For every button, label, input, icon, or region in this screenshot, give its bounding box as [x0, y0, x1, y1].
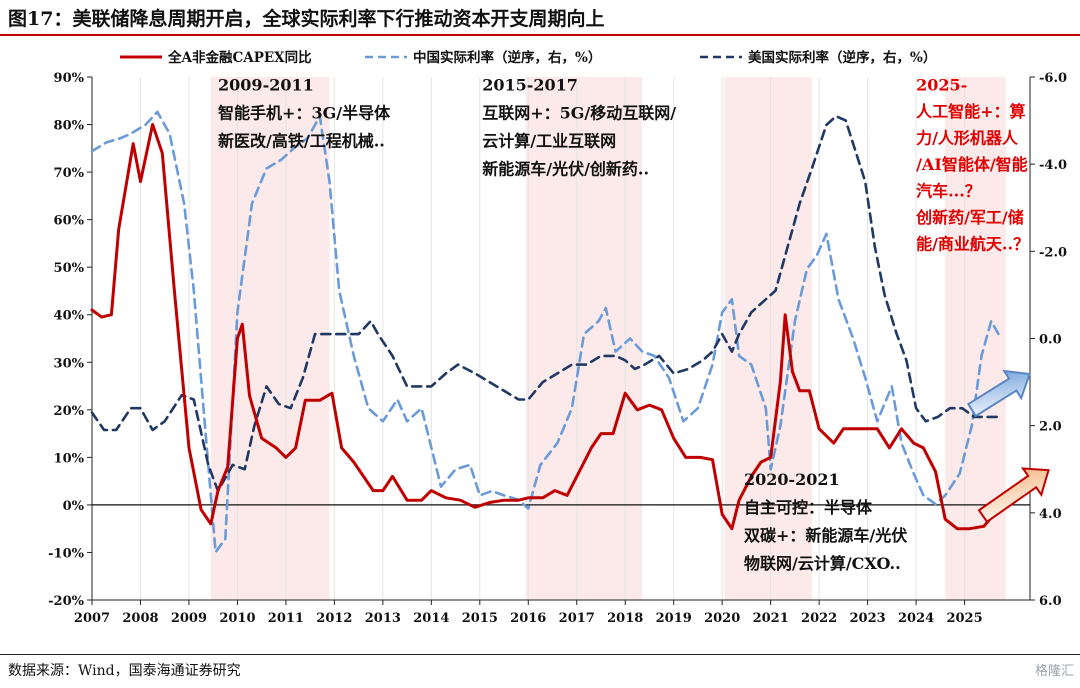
series-line-1: [90, 110, 1003, 554]
shaded-period-2: [724, 77, 812, 600]
right-tick-label: 6.0: [1039, 594, 1062, 609]
x-tick-label: 2012: [316, 611, 352, 626]
annotation-3-line-4: 汽车...？: [916, 182, 981, 201]
annotation-0-line-1: 智能手机+：3G/半导体: [218, 104, 391, 123]
x-tick-label: 2020: [704, 611, 740, 626]
x-tick-label: 2019: [656, 611, 692, 626]
annotation-2-line-3: 物联网/云计算/CXO..: [744, 554, 901, 573]
annotation-3-line-6: 能/商业航天..？: [916, 235, 1029, 254]
shaded-periods: [210, 77, 1006, 600]
axes: 90% 80% 70% 60% 50% 40% 30% 20% 10% 0% -10% -20% -6.…: [48, 71, 1067, 626]
right-tick-label: 0.0: [1039, 333, 1062, 348]
right-tick-label: -2.0: [1039, 245, 1067, 260]
right-tick-label: -6.0: [1039, 71, 1067, 86]
x-tick-label: 2017: [559, 611, 595, 626]
source-note: 数据来源：Wind，国泰海通证券研究: [8, 663, 241, 679]
left-tick-label: 20%: [54, 404, 85, 419]
left-tick-label: 80%: [54, 119, 85, 134]
legend-label-2: 美国实际利率（逆序，右，%）: [748, 49, 936, 66]
annotation-3-line-0: 2025-: [916, 76, 967, 95]
left-tick-label: 60%: [54, 214, 85, 229]
annotation-3-line-2: 力/人形机器人: [916, 129, 1019, 148]
left-tick-label: 0%: [63, 499, 85, 514]
annotation-0-line-0: 2009-2011: [218, 76, 314, 95]
x-tick-label: 2023: [850, 611, 886, 626]
chart-svg: 90% 80% 70% 60% 50% 40% 30% 20% 10% 0% -10% -20% -6.…: [48, 49, 1067, 626]
annotation-3-line-5: 创新药/军工/储: [915, 208, 1024, 227]
left-tick-label: -20%: [48, 594, 84, 609]
annotation-2-line-1: 自主可控：半导体: [744, 498, 873, 517]
right-tick-label: -4.0: [1039, 158, 1067, 173]
x-tick-label: 2025: [946, 611, 982, 626]
series-line-0: [90, 123, 996, 531]
footer-rule: [0, 654, 1080, 655]
right-tick-label: 4.0: [1039, 507, 1062, 522]
legend-label-0: 全A非金融CAPEX同比: [167, 49, 312, 66]
left-tick-label: -10%: [48, 546, 84, 561]
x-tick-label: 2007: [74, 611, 110, 626]
annotation-2-line-2: 双碳+：新能源车/光伏: [744, 526, 907, 545]
x-tick-label: 2016: [510, 611, 546, 626]
x-tick-label: 2021: [753, 611, 789, 626]
left-tick-label: 10%: [54, 451, 85, 466]
left-tick-label: 30%: [54, 356, 85, 371]
annotation-2-line-0: 2020-2021: [744, 470, 840, 489]
annotation-0-line-2: 新医改/高铁/工程机械..: [218, 132, 385, 151]
figure-title: 图17：美联储降息周期开启，全球实际利率下行推动资本开支周期向上: [8, 8, 605, 30]
title-rule: [0, 34, 1080, 36]
left-tick-label: 90%: [54, 71, 85, 86]
legend-label-1: 中国实际利率（逆序，右，%）: [413, 49, 601, 66]
x-tick-label: 2013: [365, 611, 401, 626]
left-tick-label: 40%: [54, 309, 85, 324]
x-tick-label: 2024: [898, 611, 934, 626]
annotation-3-line-3: /AI智能体/智能: [916, 155, 1028, 174]
annotation-1-line-2: 云计算/工业互联网: [482, 132, 616, 151]
blue-arrow-icon: [966, 369, 1032, 418]
x-tick-label: 2022: [801, 611, 837, 626]
arrows: [966, 369, 1050, 524]
x-tick-label: 2014: [413, 611, 449, 626]
annotation-1-line-1: 互联网+：5G/移动互联网/: [482, 104, 676, 123]
annotation-3-line-1: 人工智能+：算: [916, 102, 1025, 121]
orange-arrow-icon: [977, 467, 1050, 524]
left-tick-label: 50%: [54, 261, 85, 276]
x-tick-label: 2018: [607, 611, 643, 626]
annotation-1-line-0: 2015-2017: [482, 76, 578, 95]
x-tick-label: 2009: [171, 611, 207, 626]
x-tick-label: 2015: [462, 611, 498, 626]
annotation-1-line-3: 新能源车/光伏/创新药..: [482, 160, 649, 179]
left-tick-label: 70%: [54, 166, 85, 181]
legend: 全A非金融CAPEX同比 中国实际利率（逆序，右，%） 美国实际利率（逆序，右，%）: [120, 49, 936, 66]
x-tick-label: 2011: [268, 611, 304, 626]
series-line-2: [90, 114, 1003, 493]
watermark: 格隆汇: [1034, 664, 1074, 679]
x-tick-label: 2008: [122, 611, 158, 626]
x-tick-label: 2010: [219, 611, 255, 626]
series-lines: [90, 110, 1003, 554]
shaded-period-0: [210, 77, 330, 600]
right-tick-label: 2.0: [1039, 420, 1062, 435]
